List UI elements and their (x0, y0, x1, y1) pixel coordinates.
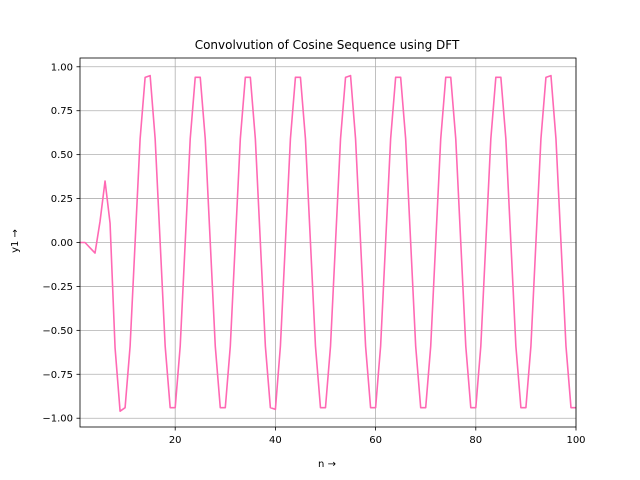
y-tick-label: −0.25 (42, 282, 73, 293)
y-tick-label: 0.75 (51, 106, 73, 117)
y-tick-label: 0.50 (51, 150, 73, 161)
y-tick-label: 1.00 (51, 62, 73, 73)
series-line-1 (80, 74, 576, 412)
x-tick-label: 20 (169, 435, 182, 446)
x-tick-label: 60 (369, 435, 382, 446)
chart-title: Convolvution of Cosine Sequence using DF… (195, 38, 460, 52)
y-tick-label: −1.00 (42, 414, 73, 425)
y-tick-label: −0.50 (42, 326, 73, 337)
x-tick-label: 40 (269, 435, 282, 446)
series-group (80, 74, 576, 412)
y-axis-label: y1 → (10, 229, 21, 253)
x-axis-label: n → (318, 459, 336, 470)
x-axis-ticks: 20 40 60 80 100 (169, 427, 586, 446)
y-tick-label: 0.00 (51, 238, 73, 249)
y-axis-ticks: −1.00 −0.75 −0.50 −0.25 0.00 0.25 0.50 0.75 1.00 (42, 62, 80, 425)
y-tick-label: −0.75 (42, 370, 73, 381)
y-tick-label: 0.25 (51, 194, 73, 205)
x-tick-label: 80 (469, 435, 482, 446)
x-tick-label: 100 (566, 435, 585, 446)
